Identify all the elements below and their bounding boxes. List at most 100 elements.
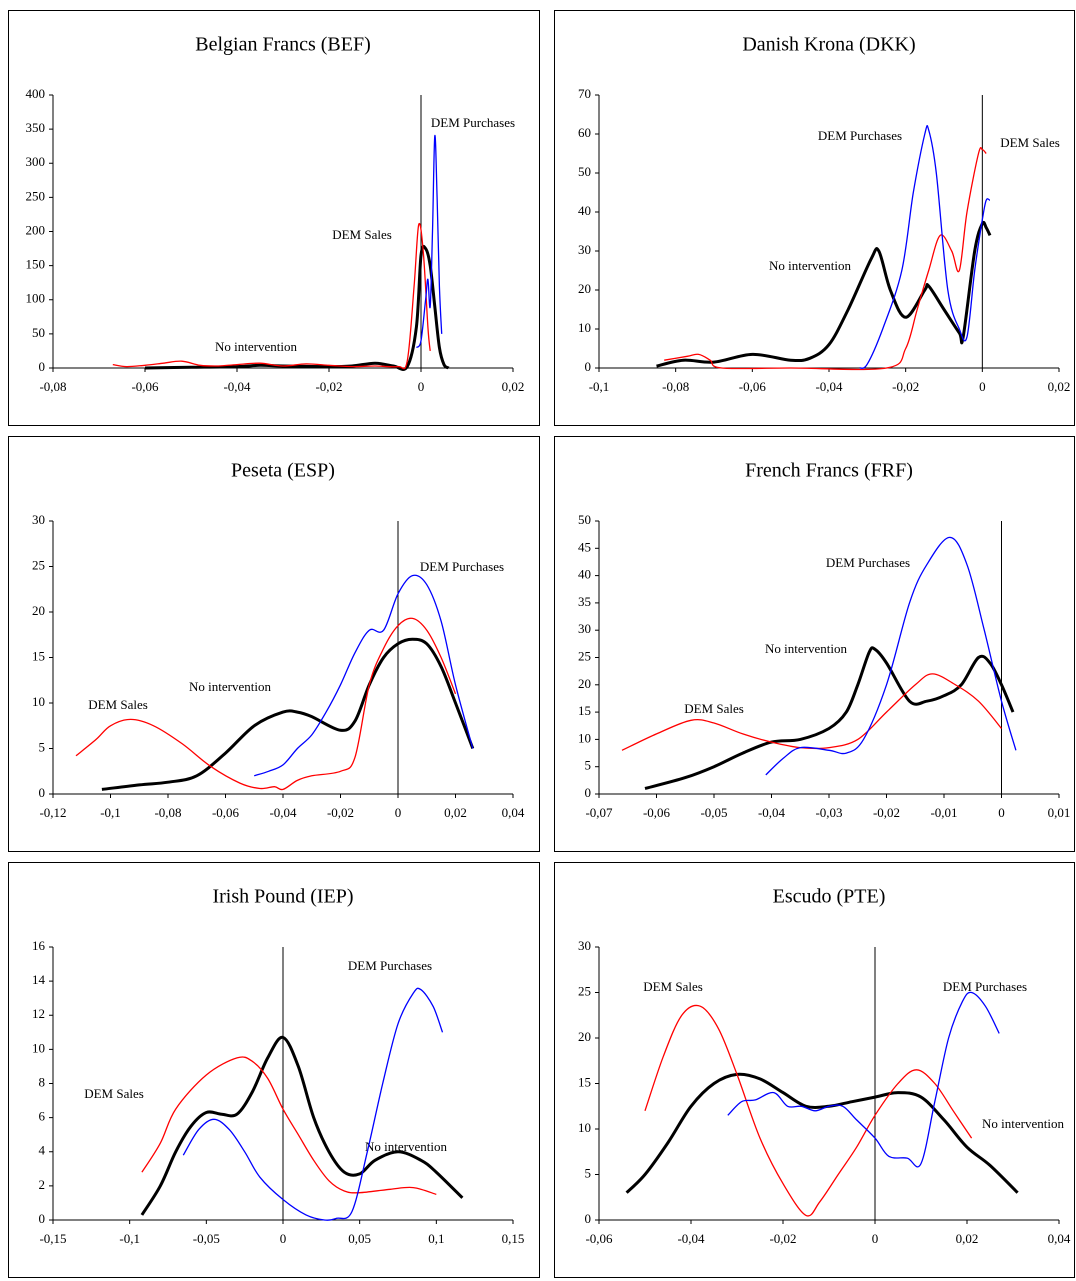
x-tick-label: -0,08 — [662, 379, 689, 394]
series-line — [140, 1035, 464, 1216]
y-tick-label: 15 — [578, 703, 591, 718]
x-tick-label: -0,12 — [39, 805, 66, 820]
y-tick-label: 20 — [578, 281, 591, 296]
y-tick-label: 2 — [39, 1177, 46, 1192]
y-tick-label: 150 — [26, 257, 46, 272]
x-tick-label: -0,04 — [758, 805, 786, 820]
series-line — [112, 222, 431, 370]
x-tick-label: -0,06 — [643, 805, 671, 820]
y-tick-label: 0 — [585, 785, 592, 800]
y-tick-label: 50 — [32, 325, 45, 340]
y-tick-label: 25 — [32, 557, 45, 572]
x-tick-label: -0,02 — [873, 805, 900, 820]
x-tick-label: 0 — [280, 1231, 287, 1246]
x-tick-label: 0,02 — [956, 1231, 979, 1246]
y-tick-label: 10 — [32, 1040, 45, 1055]
y-tick-label: 25 — [578, 983, 591, 998]
series-label: No intervention — [365, 1139, 447, 1154]
x-tick-label: 0 — [395, 805, 402, 820]
x-tick-label: -0,06 — [585, 1231, 613, 1246]
series-line — [141, 1056, 437, 1196]
series-line — [644, 1004, 973, 1217]
y-tick-label: 5 — [585, 1165, 592, 1180]
chart-title: Escudo (PTE) — [773, 886, 886, 908]
x-tick-label: -0,04 — [677, 1231, 705, 1246]
series-label: DEM Sales — [88, 697, 148, 712]
x-tick-label: -0,02 — [315, 379, 342, 394]
panel-frame — [554, 862, 1075, 1278]
y-tick-label: 30 — [578, 621, 591, 636]
series-label: DEM Purchases — [943, 979, 1027, 994]
y-tick-label: 15 — [32, 648, 45, 663]
y-tick-label: 12 — [32, 1006, 45, 1021]
series-line — [415, 135, 443, 349]
y-tick-label: 40 — [578, 203, 591, 218]
y-tick-label: 0 — [39, 785, 46, 800]
series-line — [656, 220, 992, 368]
y-tick-label: 30 — [578, 242, 591, 257]
series-label: DEM Sales — [332, 227, 392, 242]
y-tick-label: 8 — [39, 1074, 46, 1089]
y-tick-label: 40 — [578, 567, 591, 582]
panel-frame — [554, 10, 1075, 426]
series-label: DEM Sales — [84, 1086, 144, 1101]
y-tick-label: 10 — [578, 320, 591, 335]
series-line — [75, 617, 457, 791]
series-line — [859, 125, 991, 369]
y-tick-label: 25 — [578, 648, 591, 663]
series-label: No intervention — [982, 1116, 1064, 1131]
x-tick-label: 0,04 — [1048, 1231, 1071, 1246]
x-tick-label: -0,15 — [39, 1231, 66, 1246]
x-tick-label: -0,02 — [327, 805, 354, 820]
y-tick-label: 6 — [39, 1109, 46, 1124]
x-tick-label: -0,01 — [930, 805, 957, 820]
chart-title: Irish Pound (IEP) — [212, 886, 353, 908]
y-tick-label: 35 — [578, 594, 591, 609]
x-tick-label: 0,01 — [1048, 805, 1071, 820]
y-tick-label: 20 — [578, 676, 591, 691]
series-line — [625, 1072, 1019, 1194]
x-tick-label: 0,02 — [444, 805, 467, 820]
series-label: No intervention — [769, 258, 851, 273]
x-tick-label: -0,1 — [589, 379, 610, 394]
series-label: No intervention — [189, 679, 271, 694]
y-tick-label: 5 — [585, 758, 592, 773]
x-tick-label: 0,02 — [502, 379, 525, 394]
y-tick-label: 0 — [39, 359, 46, 374]
x-tick-label: 0,02 — [1048, 379, 1071, 394]
series-line — [621, 673, 1003, 751]
y-tick-label: 200 — [26, 222, 46, 237]
panel: Danish Krona (DKK) 0 10 20 30 40 50 60 70 -0,1 -0,… — [554, 10, 1075, 426]
y-tick-label: 10 — [32, 694, 45, 709]
chart-title: Peseta (ESP) — [231, 460, 335, 482]
x-tick-label: 0 — [418, 379, 425, 394]
series-label: No intervention — [765, 641, 847, 656]
series-line — [253, 574, 474, 777]
y-tick-label: 300 — [26, 154, 46, 169]
chart-title: French Francs (FRF) — [745, 460, 913, 482]
panel-frame — [8, 10, 540, 426]
y-tick-label: 70 — [578, 86, 591, 101]
x-tick-label: -0,02 — [892, 379, 919, 394]
panel: Peseta (ESP) 0 5 10 15 20 25 30 -0,12 -0,1 -0,08 -0… — [8, 436, 540, 852]
x-tick-label: -0,04 — [223, 379, 251, 394]
x-tick-label: -0,1 — [100, 805, 121, 820]
y-tick-label: 4 — [39, 1143, 46, 1158]
panel-frame — [8, 436, 540, 852]
x-tick-label: -0,08 — [154, 805, 181, 820]
series-line — [664, 146, 987, 371]
y-tick-label: 400 — [26, 86, 46, 101]
y-tick-label: 5 — [39, 739, 46, 754]
x-tick-label: -0,08 — [39, 379, 66, 394]
y-tick-label: 14 — [32, 972, 46, 987]
y-tick-label: 30 — [578, 938, 591, 953]
series-label: DEM Purchases — [818, 128, 902, 143]
x-tick-label: -0,06 — [739, 379, 767, 394]
y-tick-label: 45 — [578, 539, 591, 554]
series-label: DEM Purchases — [420, 559, 504, 574]
series-label: DEM Sales — [643, 979, 703, 994]
x-tick-label: -0,05 — [700, 805, 727, 820]
series-label: DEM Sales — [1000, 135, 1060, 150]
x-tick-label: -0,07 — [585, 805, 613, 820]
